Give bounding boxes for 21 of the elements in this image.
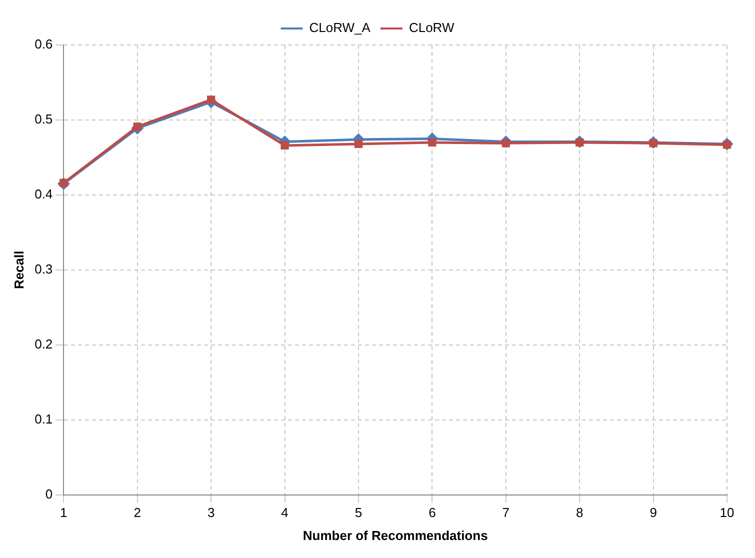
x-tick-label: 2 [134, 505, 141, 520]
y-tick-label: 0.3 [34, 261, 53, 276]
x-axis-title: Number of Recommendations [302, 528, 488, 543]
x-tick-label: 3 [207, 505, 215, 520]
legend-label: CLoRW_A [309, 20, 371, 36]
legend-label: CLoRW [408, 20, 455, 36]
y-tick-label: 0.5 [34, 112, 53, 127]
y-tick-label: 0.4 [34, 186, 53, 202]
y-tick-label: 0.1 [34, 411, 53, 426]
y-tick-label: 0.6 [34, 36, 53, 52]
x-tick-label: 4 [281, 505, 288, 520]
y-axis-title: Recall [11, 250, 26, 290]
x-tick-label: 6 [428, 505, 436, 520]
x-tick-label: 5 [354, 505, 362, 520]
y-tick-label: 0 [45, 486, 53, 502]
x-tick-label: 8 [576, 505, 584, 520]
y-tick-label: 0.2 [34, 336, 53, 352]
x-tick-label: 1 [60, 505, 68, 520]
x-tick-label: 9 [650, 505, 657, 520]
x-tick-label: 7 [502, 505, 510, 520]
x-tick-label: 10 [720, 505, 734, 520]
